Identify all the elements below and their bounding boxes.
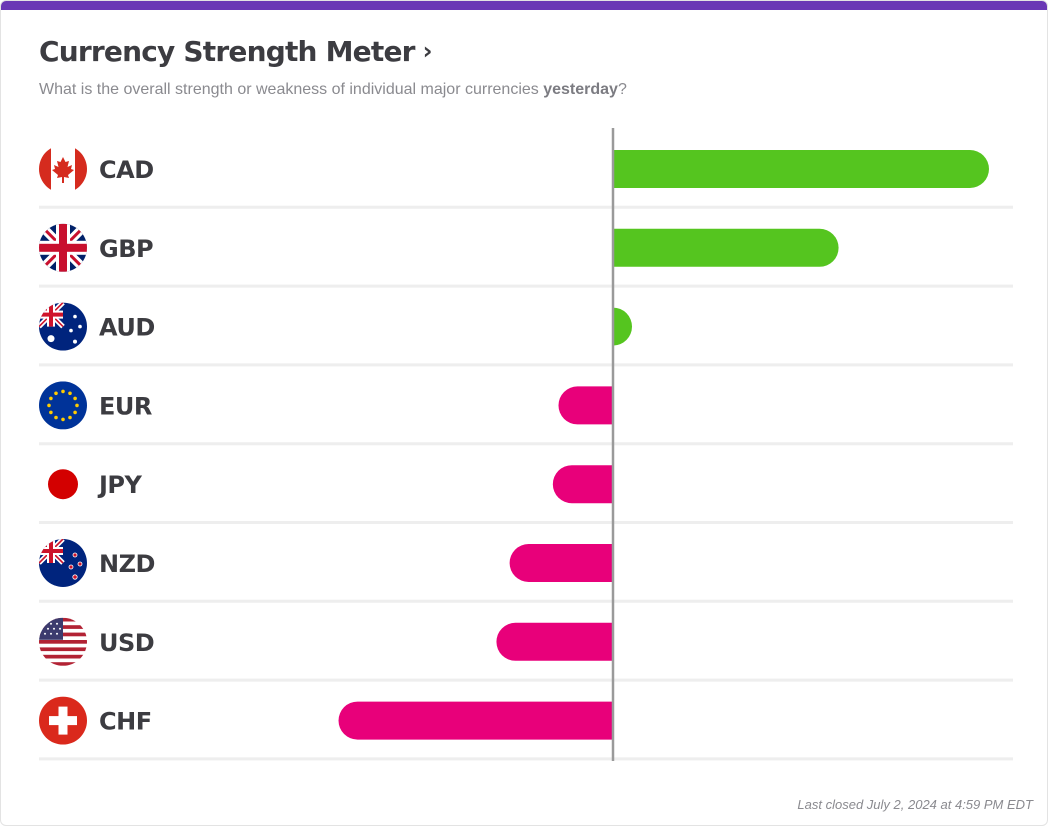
eu-flag-icon: [39, 381, 87, 429]
subtitle-end: ?: [617, 81, 627, 98]
currency-code-eur: EUR: [99, 392, 152, 420]
currency-row-nzd: NZD: [39, 539, 1013, 603]
usa-flag-icon: [39, 618, 87, 666]
currency-row-usd: USD: [39, 618, 1013, 682]
currency-row-aud: AUD: [39, 303, 1013, 367]
currency-code-gbp: GBP: [99, 235, 153, 263]
australia-flag-icon: [39, 303, 87, 351]
currency-code-jpy: JPY: [97, 471, 143, 499]
currency-row-cad: CAD: [39, 145, 1013, 209]
strength-bar-usd: [496, 622, 613, 661]
strength-bar-cad: [613, 150, 989, 188]
title-text: Currency Strength Meter: [39, 35, 415, 68]
chevron-right-icon: ›: [422, 37, 433, 65]
currency-row-gbp: GBP: [39, 224, 1013, 288]
currency-code-nzd: NZD: [99, 550, 155, 578]
strength-chart: CAD GBP AUD EUR JPY NZD USD CHF: [39, 128, 1013, 761]
strength-bar-aud: [613, 307, 632, 346]
currency-code-chf: CHF: [99, 708, 152, 736]
currency-row-chf: CHF: [39, 697, 1013, 761]
uk-flag-icon: [39, 224, 87, 272]
currency-row-jpy: JPY: [39, 460, 1013, 524]
page-title[interactable]: Currency Strength Meter ›: [39, 35, 433, 68]
strength-bar-gbp: [613, 228, 839, 267]
currency-row-eur: EUR: [39, 381, 1013, 446]
new-zealand-flag-icon: [39, 539, 87, 587]
canada-flag-icon: [39, 145, 87, 193]
chart-rows: CAD GBP AUD EUR JPY NZD USD CHF: [39, 145, 1013, 761]
japan-flag-icon: [39, 460, 87, 508]
strength-bar-eur: [558, 386, 613, 425]
currency-code-cad: CAD: [99, 156, 154, 184]
last-closed-timestamp: Last closed July 2, 2024 at 4:59 PM EDT: [797, 797, 1033, 812]
strength-bar-nzd: [509, 544, 613, 582]
subtitle-period: yesterday: [543, 81, 618, 98]
strength-bar-chf: [338, 701, 613, 740]
subtitle: What is the overall strength or weakness…: [39, 81, 627, 99]
switzerland-flag-icon: [39, 697, 87, 745]
accent-top-bar: [1, 1, 1047, 10]
strength-bar-jpy: [552, 465, 613, 504]
subtitle-text: What is the overall strength or weakness…: [39, 81, 544, 98]
currency-code-usd: USD: [99, 629, 154, 657]
currency-code-aud: AUD: [99, 314, 155, 342]
